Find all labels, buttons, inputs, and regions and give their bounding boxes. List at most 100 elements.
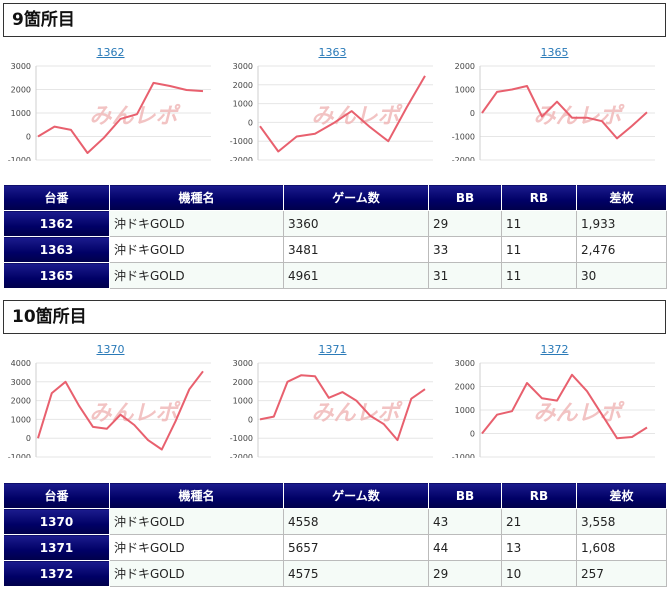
chart-1370: 1370 4000 3000 2000 1000 0 -1000 みんレポ	[3, 343, 218, 458]
chart-title-link[interactable]: 1371	[318, 343, 347, 356]
data-table: 台番 機種名 ゲーム数 BB RB 差枚 1362 沖ドキGOLD 3360 2…	[3, 184, 667, 289]
watermark-logo: みんレポ	[89, 103, 181, 129]
table-row: 1371 沖ドキGOLD 5657 44 13 1,608	[3, 534, 667, 561]
model-name: 沖ドキGOLD	[109, 262, 284, 289]
y-tick-label: 2000	[233, 81, 253, 90]
bb-count: 33	[428, 236, 502, 263]
y-tick-label: -2000	[452, 156, 475, 161]
y-tick-label: 3000	[11, 62, 31, 71]
header-num: 台番	[3, 482, 110, 509]
medal-diff: 2,476	[576, 236, 667, 263]
data-series-line	[481, 85, 648, 140]
header-games: ゲーム数	[283, 482, 429, 509]
header-num: 台番	[3, 184, 110, 211]
rb-count: 13	[501, 534, 577, 561]
machine-number[interactable]: 1371	[3, 534, 110, 561]
line-chart: 3000 2000 1000 0 -1000 みんレポ	[8, 62, 211, 161]
machine-number[interactable]: 1362	[3, 210, 110, 237]
medal-diff: 257	[576, 560, 667, 587]
game-count: 5657	[283, 534, 429, 561]
medal-diff: 3,558	[576, 508, 667, 535]
header-diff: 差枚	[576, 482, 667, 509]
y-tick-label: 1000	[233, 397, 253, 406]
game-count: 3360	[283, 210, 429, 237]
watermark-logo: みんレポ	[311, 400, 403, 426]
y-tick-label: 3000	[455, 359, 475, 368]
y-tick-label: -1000	[230, 434, 253, 443]
y-tick-label: -1000	[8, 453, 31, 458]
chart-title-link[interactable]: 1363	[318, 46, 347, 59]
table-header-row: 台番 機種名 ゲーム数 BB RB 差枚	[3, 482, 667, 509]
medal-diff: 1,608	[576, 534, 667, 561]
medal-diff: 1,933	[576, 210, 667, 237]
header-games: ゲーム数	[283, 184, 429, 211]
model-name: 沖ドキGOLD	[109, 560, 284, 587]
bb-count: 29	[428, 210, 502, 237]
y-tick-label: 0	[248, 118, 253, 127]
chart-1363: 1363 3000 2000 1000 0 -1000 -2000 みんレポ	[225, 46, 440, 161]
y-tick-label: -2000	[230, 453, 253, 458]
machine-number[interactable]: 1372	[3, 560, 110, 587]
chart-title-link[interactable]: 1365	[540, 46, 569, 59]
y-tick-label: -1000	[230, 137, 253, 146]
section-title: 10箇所目	[3, 300, 666, 334]
rb-count: 21	[501, 508, 577, 535]
header-model: 機種名	[109, 482, 284, 509]
y-tick-label: 3000	[233, 359, 253, 368]
y-tick-label: 2000	[455, 383, 475, 392]
rb-count: 11	[501, 210, 577, 237]
table-row: 1362 沖ドキGOLD 3360 29 11 1,933	[3, 210, 667, 237]
model-name: 沖ドキGOLD	[109, 534, 284, 561]
table-row: 1365 沖ドキGOLD 4961 31 11 30	[3, 262, 667, 289]
watermark-logo: みんレポ	[89, 400, 181, 426]
chart-title-link[interactable]: 1370	[96, 343, 125, 356]
machine-number[interactable]: 1365	[3, 262, 110, 289]
y-tick-label: 1000	[11, 415, 31, 424]
line-chart: 4000 3000 2000 1000 0 -1000 みんレポ	[8, 359, 211, 458]
y-tick-label: 1000	[455, 406, 475, 415]
bb-count: 31	[428, 262, 502, 289]
rb-count: 10	[501, 560, 577, 587]
model-name: 沖ドキGOLD	[109, 236, 284, 263]
line-chart: 2000 1000 0 -1000 -2000 みんレポ	[452, 62, 655, 161]
medal-diff: 30	[576, 262, 667, 289]
chart-title-link[interactable]: 1362	[96, 46, 125, 59]
y-tick-label: 0	[248, 415, 253, 424]
header-rb: RB	[501, 184, 577, 211]
y-tick-label: 4000	[11, 359, 31, 368]
model-name: 沖ドキGOLD	[109, 508, 284, 535]
data-series-line	[259, 374, 426, 442]
section-title: 9箇所目	[3, 3, 666, 37]
machine-number[interactable]: 1363	[3, 236, 110, 263]
game-count: 3481	[283, 236, 429, 263]
y-tick-label: 3000	[233, 62, 253, 71]
y-tick-label: 2000	[11, 397, 31, 406]
machine-number[interactable]: 1370	[3, 508, 110, 535]
rb-count: 11	[501, 262, 577, 289]
y-tick-label: 1000	[233, 100, 253, 109]
game-count: 4961	[283, 262, 429, 289]
chart-1362: 1362 3000 2000 1000 0 -1000 みんレポ	[3, 46, 218, 161]
y-tick-label: -1000	[452, 453, 475, 458]
table-header-row: 台番 機種名 ゲーム数 BB RB 差枚	[3, 184, 667, 211]
table-row: 1370 沖ドキGOLD 4558 43 21 3,558	[3, 508, 667, 535]
y-tick-label: 0	[26, 133, 31, 142]
y-tick-label: -1000	[452, 133, 475, 142]
y-tick-label: 2000	[455, 62, 475, 71]
data-series-line	[37, 81, 204, 154]
bb-count: 43	[428, 508, 502, 535]
table-row: 1372 沖ドキGOLD 4575 29 10 257	[3, 560, 667, 587]
y-tick-label: 0	[26, 434, 31, 443]
y-tick-label: 1000	[11, 109, 31, 118]
bb-count: 44	[428, 534, 502, 561]
y-tick-label: 2000	[233, 378, 253, 387]
chart-1371: 1371 3000 2000 1000 0 -1000 -2000 みんレポ	[225, 343, 440, 458]
game-count: 4575	[283, 560, 429, 587]
bb-count: 29	[428, 560, 502, 587]
y-tick-label: 1000	[455, 86, 475, 95]
line-chart: 3000 2000 1000 0 -1000 みんレポ	[452, 359, 655, 458]
y-tick-label: 0	[470, 109, 475, 118]
y-tick-label: -2000	[230, 156, 253, 161]
chart-title-link[interactable]: 1372	[540, 343, 569, 356]
